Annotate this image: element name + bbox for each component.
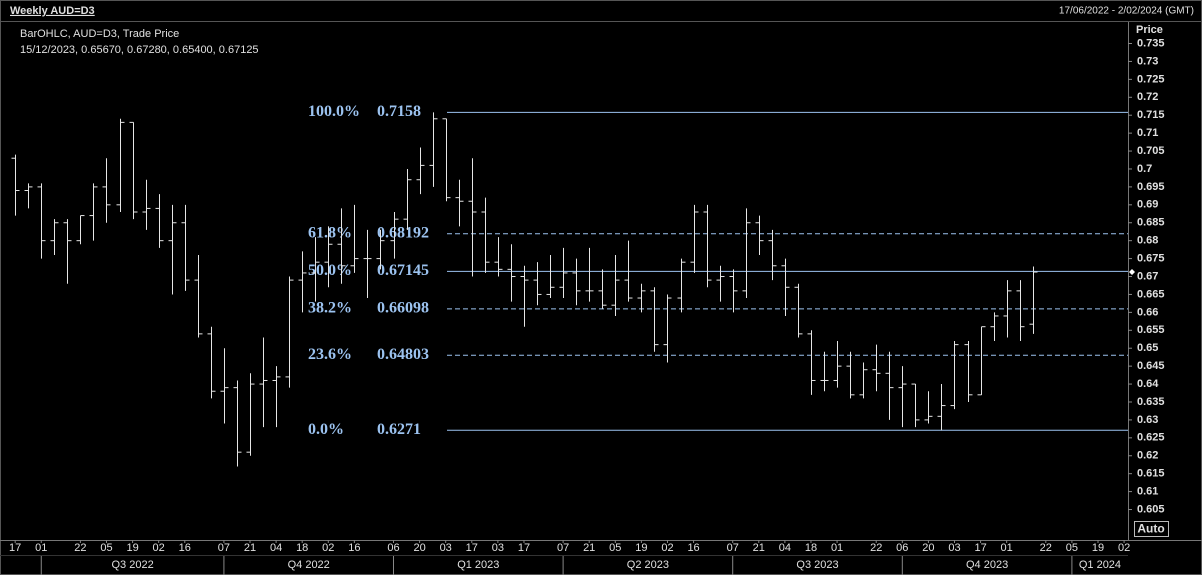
auto-button-label[interactable]: Auto [1137, 522, 1164, 536]
x-tick-label: 05 [100, 542, 112, 554]
fib-percent: 61.8% [308, 224, 352, 241]
quarter-label: Q3 2022 [111, 559, 153, 571]
x-tick-label: 22 [74, 542, 86, 554]
chart-title[interactable]: Weekly AUD=D3 [10, 5, 95, 17]
fib-value: 0.7158 [377, 103, 421, 120]
legend-line: BarOHLC, AUD=D3, Trade Price [20, 28, 179, 40]
fib-value: 0.67145 [377, 262, 429, 279]
x-tick-label: 06 [387, 542, 399, 554]
y-tick-label: 0.71 [1137, 127, 1158, 139]
x-tick-label: 20 [922, 542, 934, 554]
x-tick-label: 20 [413, 542, 425, 554]
y-tick-label: 0.65 [1137, 342, 1158, 354]
y-tick-label: 0.66 [1137, 306, 1158, 318]
fib-value: 0.66098 [377, 300, 429, 317]
y-tick-label: 0.73 [1137, 55, 1158, 67]
y-tick-label: 0.615 [1137, 468, 1165, 480]
x-tick-label: 05 [609, 542, 621, 554]
quarter-label: Q1 2023 [457, 559, 499, 571]
y-tick-label: 0.68 [1137, 235, 1158, 247]
x-tick-label: 01 [35, 542, 47, 554]
x-tick-label: 03 [948, 542, 960, 554]
x-tick-label: 19 [635, 542, 647, 554]
x-tick-label: 17 [518, 542, 530, 554]
y-tick-label: 0.605 [1137, 503, 1165, 515]
x-tick-label: 01 [831, 542, 843, 554]
legend-values: 15/12/2023, 0.65670, 0.67280, 0.65400, 0… [20, 44, 259, 56]
y-axis-title: Price [1136, 24, 1163, 36]
x-tick-label: 19 [1092, 542, 1104, 554]
fib-percent: 50.0% [308, 262, 352, 279]
x-tick-label: 03 [440, 542, 452, 554]
x-tick-label: 18 [296, 542, 308, 554]
y-tick-label: 0.7 [1137, 163, 1152, 175]
quarter-label: Q3 2023 [796, 559, 838, 571]
x-tick-label: 21 [244, 542, 256, 554]
last-price-marker [1129, 269, 1135, 276]
y-tick-label: 0.715 [1137, 109, 1165, 121]
quarter-label: Q1 2024 [1079, 559, 1121, 571]
y-tick-label: 0.675 [1137, 253, 1165, 265]
fib-value: 0.6271 [377, 421, 421, 438]
x-tick-label: 02 [1118, 542, 1130, 554]
x-tick-label: 02 [661, 542, 673, 554]
y-tick-label: 0.685 [1137, 217, 1165, 229]
x-tick-label: 18 [805, 542, 817, 554]
x-tick-label: 21 [753, 542, 765, 554]
x-tick-label: 06 [896, 542, 908, 554]
x-tick-label: 04 [270, 542, 282, 554]
x-tick-label: 21 [583, 542, 595, 554]
y-tick-label: 0.665 [1137, 288, 1165, 300]
quarter-label: Q4 2022 [288, 559, 330, 571]
y-tick-label: 0.64 [1137, 378, 1159, 390]
y-tick-label: 0.705 [1137, 145, 1165, 157]
x-tick-label: 07 [727, 542, 739, 554]
y-tick-label: 0.69 [1137, 199, 1158, 211]
x-tick-label: 17 [466, 542, 478, 554]
y-tick-label: 0.625 [1137, 432, 1165, 444]
x-tick-label: 01 [1001, 542, 1013, 554]
x-tick-label: 22 [1040, 542, 1052, 554]
fib-percent: 23.6% [308, 346, 352, 363]
fib-percent: 0.0% [308, 421, 344, 438]
x-tick-label: 22 [870, 542, 882, 554]
y-tick-label: 0.695 [1137, 181, 1165, 193]
quarter-label: Q2 2023 [627, 559, 669, 571]
auto-button[interactable] [1134, 521, 1169, 537]
y-tick-label: 0.72 [1137, 91, 1158, 103]
x-tick-label: 04 [779, 542, 791, 554]
fib-percent: 38.2% [308, 300, 352, 317]
y-tick-label: 0.63 [1137, 414, 1158, 426]
x-tick-label: 03 [492, 542, 504, 554]
y-tick-label: 0.635 [1137, 396, 1165, 408]
x-tick-label: 02 [153, 542, 165, 554]
fib-value: 0.64803 [377, 346, 429, 363]
y-tick-label: 0.67 [1137, 270, 1158, 282]
y-tick-label: 0.61 [1137, 486, 1158, 498]
fib-percent: 100.0% [308, 103, 360, 120]
date-range: 17/06/2022 - 2/02/2024 (GMT) [1059, 6, 1194, 17]
x-tick-label: 07 [218, 542, 230, 554]
y-tick-label: 0.645 [1137, 360, 1165, 372]
fib-value: 0.68192 [377, 224, 429, 241]
x-tick-label: 05 [1066, 542, 1078, 554]
x-tick-label: 19 [126, 542, 138, 554]
x-tick-label: 07 [557, 542, 569, 554]
y-tick-label: 0.735 [1137, 37, 1165, 49]
x-tick-label: 16 [687, 542, 699, 554]
y-tick-label: 0.62 [1137, 450, 1158, 462]
quarter-label: Q4 2023 [966, 559, 1008, 571]
x-tick-label: 16 [179, 542, 191, 554]
x-tick-label: 02 [322, 542, 334, 554]
y-tick-label: 0.655 [1137, 324, 1165, 336]
y-tick-label: 0.725 [1137, 73, 1165, 85]
x-tick-label: 16 [348, 542, 360, 554]
x-tick-label: 17 [9, 542, 21, 554]
x-tick-label: 17 [974, 542, 986, 554]
